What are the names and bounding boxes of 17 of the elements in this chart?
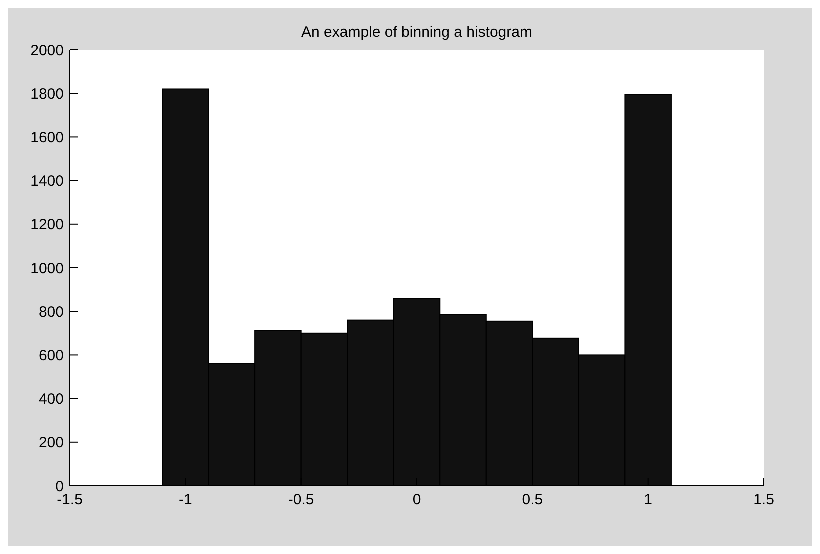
y-tick-label: 200 (38, 434, 64, 452)
x-tick-label: 1.5 (754, 492, 774, 509)
y-tick-label: 1400 (30, 173, 64, 190)
x-tick-label: 0.5 (522, 492, 544, 509)
y-tick-label: 1200 (30, 216, 64, 234)
y-tick-label: 1000 (30, 260, 64, 278)
y-tick-label: 2000 (30, 42, 64, 60)
x-tick-label: -0.5 (288, 492, 314, 509)
y-tick-label: 1800 (30, 86, 64, 103)
x-tick-label: 1 (644, 492, 653, 509)
y-tick-label: 600 (38, 348, 64, 365)
y-tick-label: 400 (38, 391, 64, 408)
x-tick-label: -1 (178, 492, 192, 509)
x-tick-label: 0 (412, 492, 422, 509)
y-tick-label: 800 (38, 304, 64, 321)
chart-title: An example of binning a histogram (300, 24, 534, 41)
y-tick-label: 1600 (30, 130, 64, 147)
